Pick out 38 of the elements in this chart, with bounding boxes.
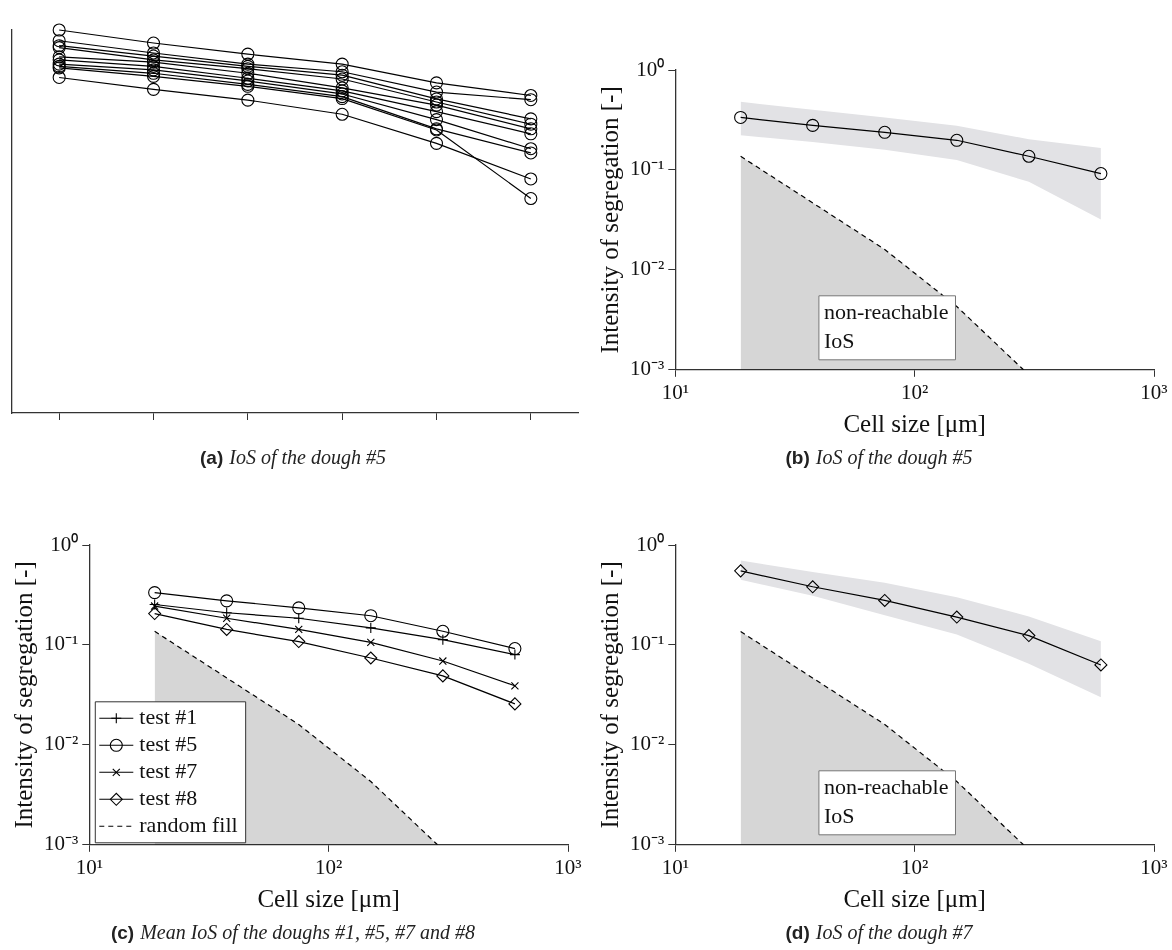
- y-tick-label: 10⁻¹: [630, 631, 665, 656]
- annotation: non-reachable IoS: [823, 299, 949, 354]
- y-axis-title: Intensity of segregation [-]: [595, 561, 623, 829]
- text: (b) IoS of the dough #5: [784, 445, 974, 471]
- text: (c) Mean IoS of the doughs #1, #5, #7 and #8: [109, 920, 477, 946]
- x-tick-label: 10³: [1140, 854, 1168, 879]
- legend-label: test #8: [139, 785, 198, 811]
- x-tick-label: 10¹: [75, 854, 103, 879]
- x-tick-label: 10¹: [661, 854, 689, 879]
- x-axis-title: Cell size [μm]: [257, 884, 400, 912]
- x-axis-title: Cell size [μm]: [843, 884, 986, 912]
- legend-label: test #7: [139, 758, 198, 784]
- y-tick-label: 10⁻²: [630, 731, 665, 756]
- y-tick-label: 10⁰: [636, 531, 665, 556]
- x-tick-label: 10²: [315, 854, 343, 879]
- x-tick-label: 10³: [1140, 379, 1168, 404]
- y-tick-label: 10⁰: [50, 531, 79, 556]
- y-tick-label: 10⁻¹: [44, 631, 79, 656]
- legend-label: random fill: [139, 812, 238, 838]
- y-tick-label: 10⁻²: [630, 256, 665, 281]
- y-tick-label: 10⁻³: [630, 356, 665, 381]
- legend-label: test #1: [139, 704, 198, 730]
- y-tick-label: 10⁻³: [630, 831, 665, 856]
- y-tick-label: 10⁻³: [44, 831, 79, 856]
- y-axis-title: Intensity of segregation [-]: [595, 86, 623, 354]
- x-tick-label: 10²: [901, 379, 929, 404]
- legend-label: test #5: [139, 731, 198, 757]
- text: (d) IoS of the dough #7: [784, 920, 974, 946]
- x-tick-label: 10³: [554, 854, 582, 879]
- y-axis-title: Intensity of segregation [-]: [9, 561, 37, 829]
- x-tick-label: 10²: [901, 854, 929, 879]
- y-tick-label: 10⁰: [636, 56, 665, 81]
- y-tick-label: 10⁻²: [44, 731, 79, 756]
- annotation: non-reachable IoS: [823, 774, 949, 829]
- text: (a) IoS of the dough #5: [199, 445, 387, 471]
- x-tick-label: 10¹: [661, 379, 689, 404]
- x-axis-title: Cell size [μm]: [843, 409, 986, 437]
- y-tick-label: 10⁻¹: [630, 156, 665, 181]
